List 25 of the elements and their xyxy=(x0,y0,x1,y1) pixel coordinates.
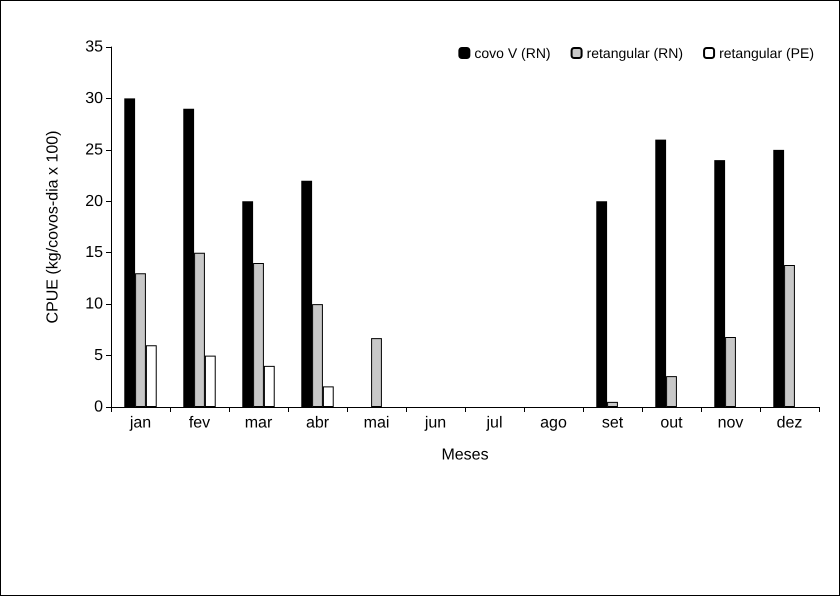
x-tick-label: nov xyxy=(718,414,744,432)
legend-label: covo V (RN) xyxy=(474,45,551,61)
y-tick-label: 30 xyxy=(85,90,104,107)
legend-label: retangular (PE) xyxy=(719,45,814,61)
y-axis-title: CPUE (kg/covos-dia x 100) xyxy=(44,130,62,324)
x-tick-label: jan xyxy=(128,414,152,432)
x-tick-label: abr xyxy=(306,414,330,432)
x-tick-label: fev xyxy=(188,414,210,432)
y-tick-label: 20 xyxy=(85,192,104,210)
x-tick-label: mai xyxy=(364,414,390,432)
x-tick-label: jun xyxy=(424,414,446,432)
y-tick-label: 0 xyxy=(94,398,104,416)
x-axis-title: Meses xyxy=(441,446,489,464)
x-tick-label: set xyxy=(602,414,624,432)
x-tick-label: ago xyxy=(540,414,567,432)
x-tick-label: jul xyxy=(485,414,503,432)
x-tick-label: dez xyxy=(776,414,802,432)
y-tick-label: 15 xyxy=(85,244,104,262)
x-tick-label: mar xyxy=(244,414,273,432)
y-tick-label: 35 xyxy=(85,38,104,56)
y-tick-label: 25 xyxy=(85,141,104,158)
y-tick-label: 10 xyxy=(85,296,104,313)
legend-label: retangular (RN) xyxy=(586,45,684,61)
y-tick-label: 5 xyxy=(94,347,104,364)
x-tick-label: out xyxy=(660,414,684,432)
